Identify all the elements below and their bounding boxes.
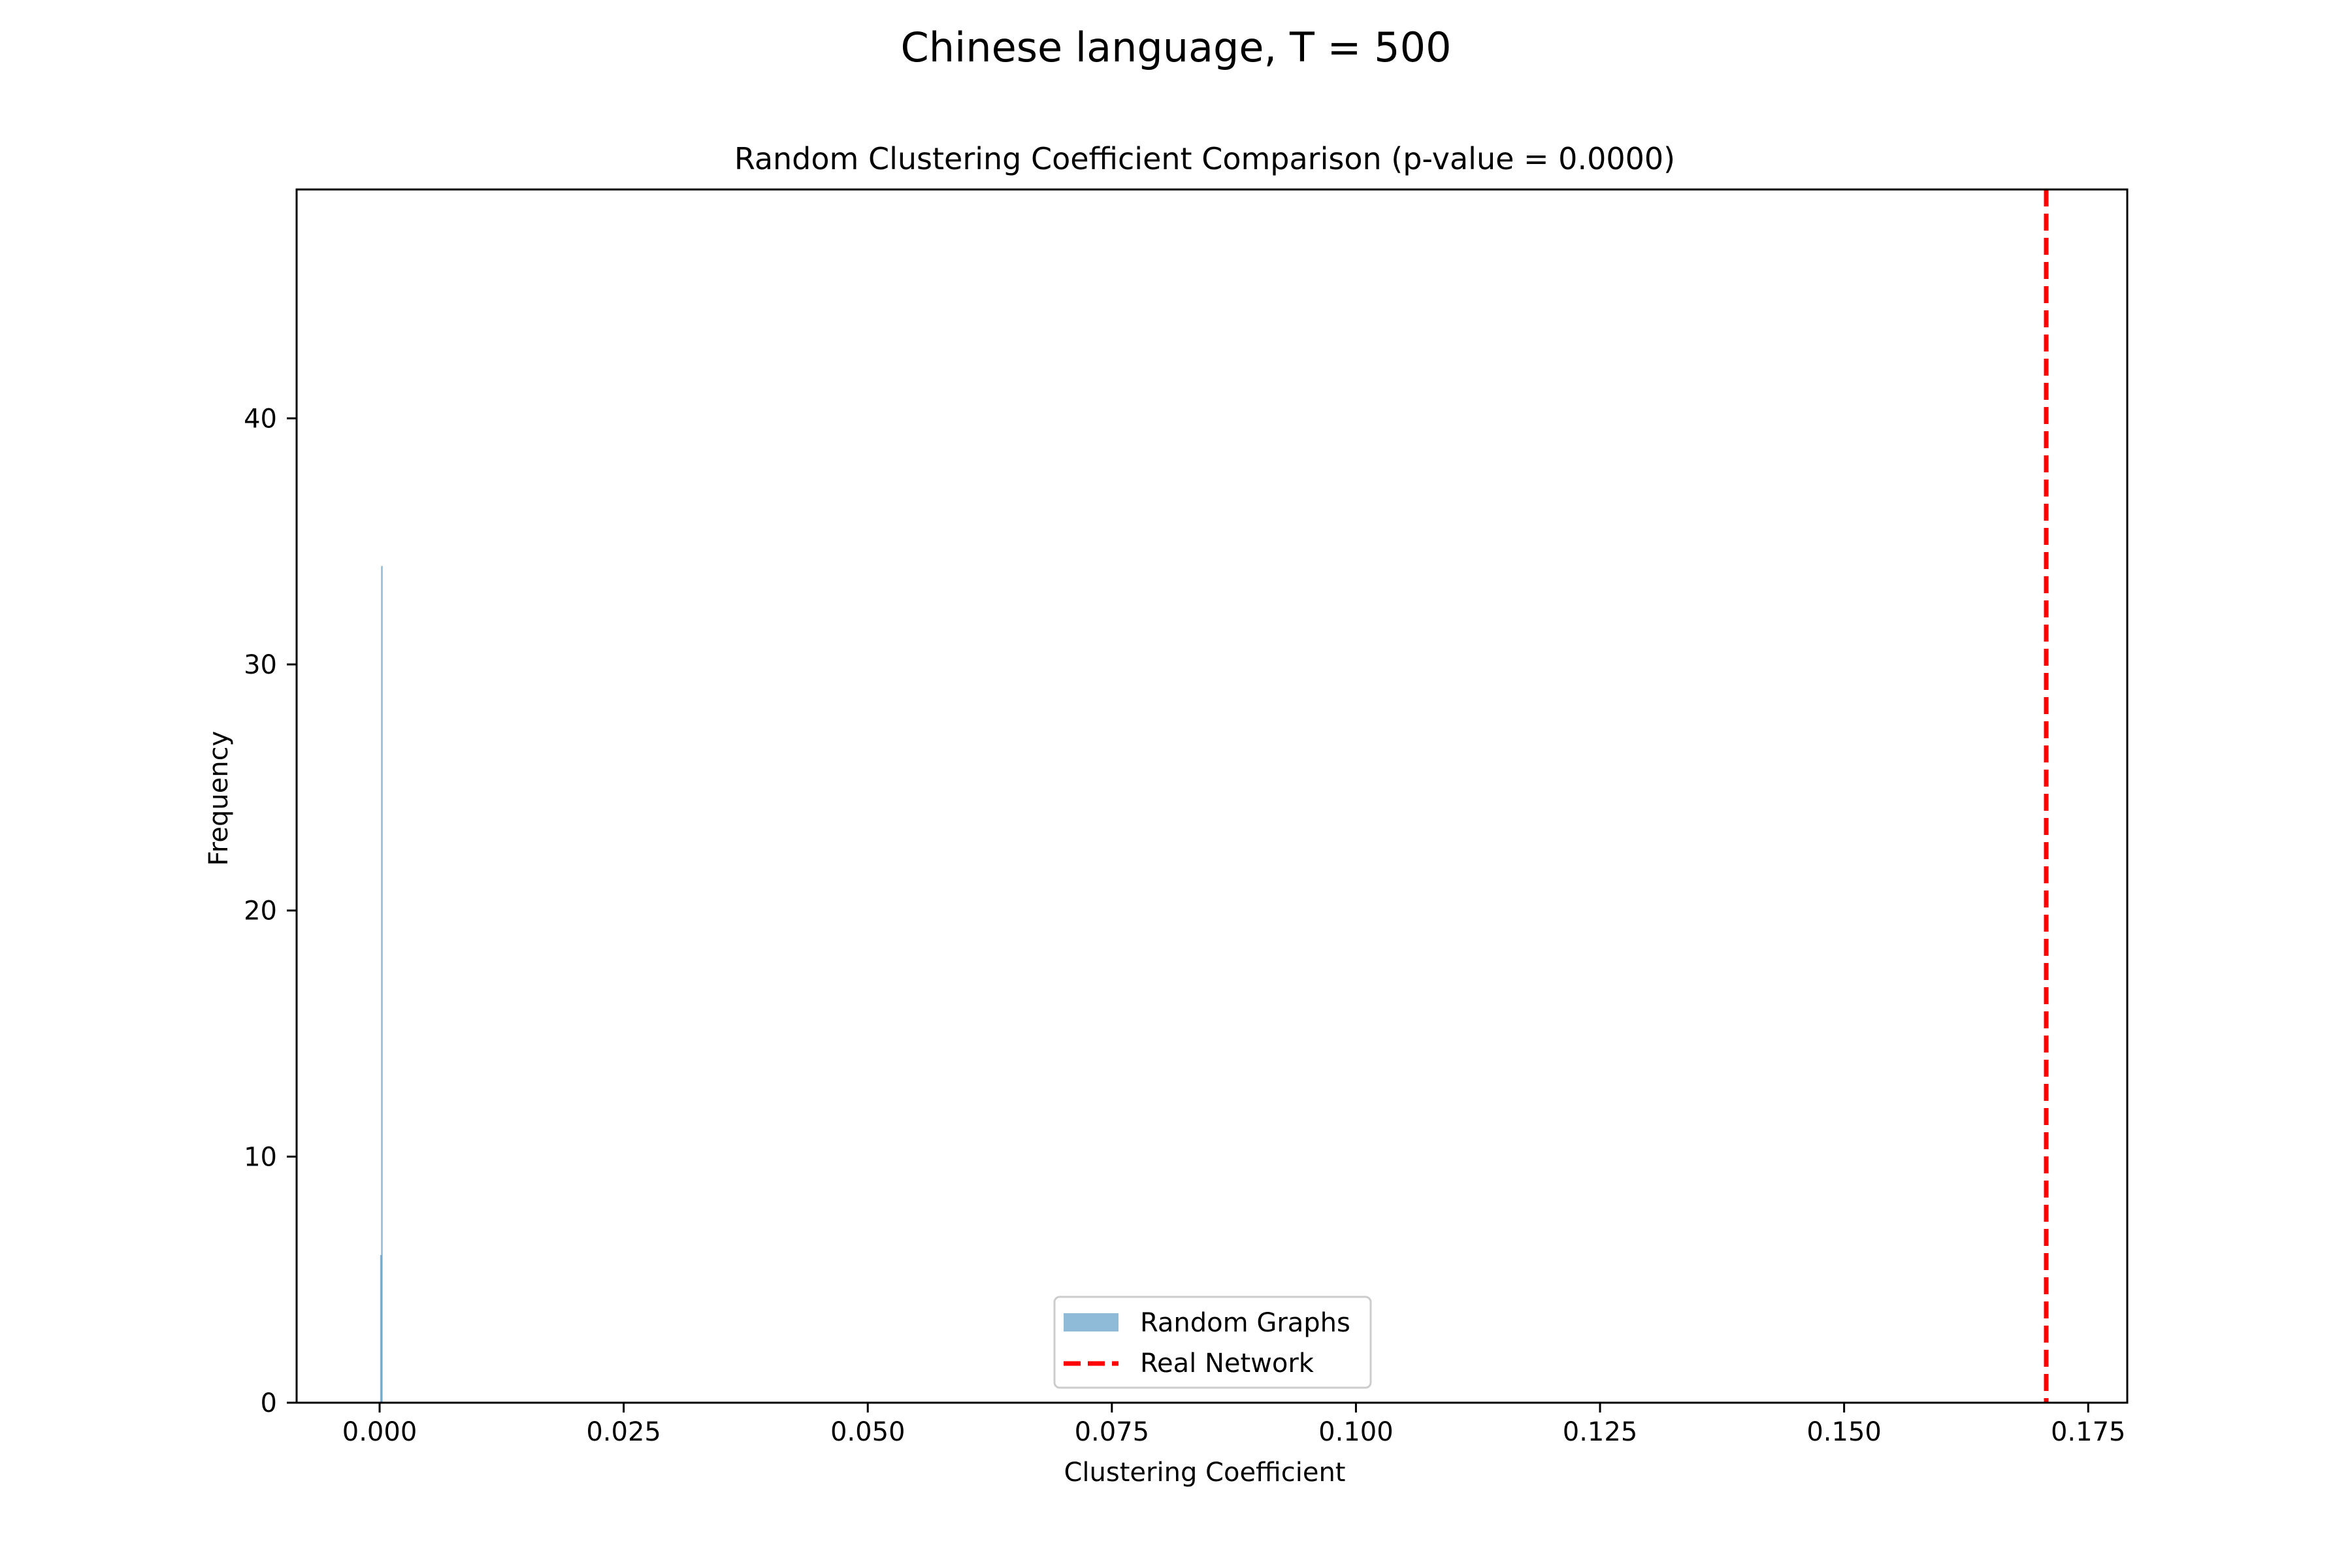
- y-tick-label: 10: [244, 1142, 277, 1172]
- x-tick-label: 0.150: [1806, 1417, 1882, 1447]
- x-tick-label: 0.100: [1318, 1417, 1394, 1447]
- chart-title: Random Clustering Coefficient Comparison…: [734, 141, 1675, 176]
- axes-frame: [295, 188, 2129, 1404]
- legend-label-real-network: Real Network: [1140, 1348, 1315, 1379]
- x-tick-label: 0.175: [2051, 1417, 2126, 1447]
- y-tick-label: 20: [244, 896, 277, 926]
- x-tick-label: 0.050: [830, 1417, 906, 1447]
- y-axis-label: Frequency: [204, 731, 234, 866]
- legend: Random Graphs Real Network: [1053, 1296, 1372, 1389]
- x-axis-label: Clustering Coefficient: [1064, 1458, 1346, 1488]
- legend-swatch-random-graphs: [1064, 1313, 1119, 1331]
- figure-suptitle: Chinese language, T = 500: [900, 24, 1451, 71]
- legend-label-random-graphs: Random Graphs: [1140, 1308, 1350, 1338]
- histogram-bar: [380, 1254, 382, 1403]
- y-tick-label: 0: [261, 1388, 277, 1418]
- y-tick-label: 40: [244, 404, 277, 434]
- legend-frame: [1053, 1296, 1372, 1389]
- x-tick-label: 0.075: [1075, 1417, 1150, 1447]
- x-tick-label: 0.000: [342, 1417, 417, 1447]
- y-tick-label: 30: [244, 650, 277, 680]
- histogram-bar: [381, 566, 383, 1403]
- x-tick-label: 0.025: [586, 1417, 661, 1447]
- x-tick-label: 0.125: [1563, 1417, 1638, 1447]
- plot-area: 0.000 0.025 0.050 0.075 0.100 0.125 0.150 0.175…: [244, 188, 2129, 1447]
